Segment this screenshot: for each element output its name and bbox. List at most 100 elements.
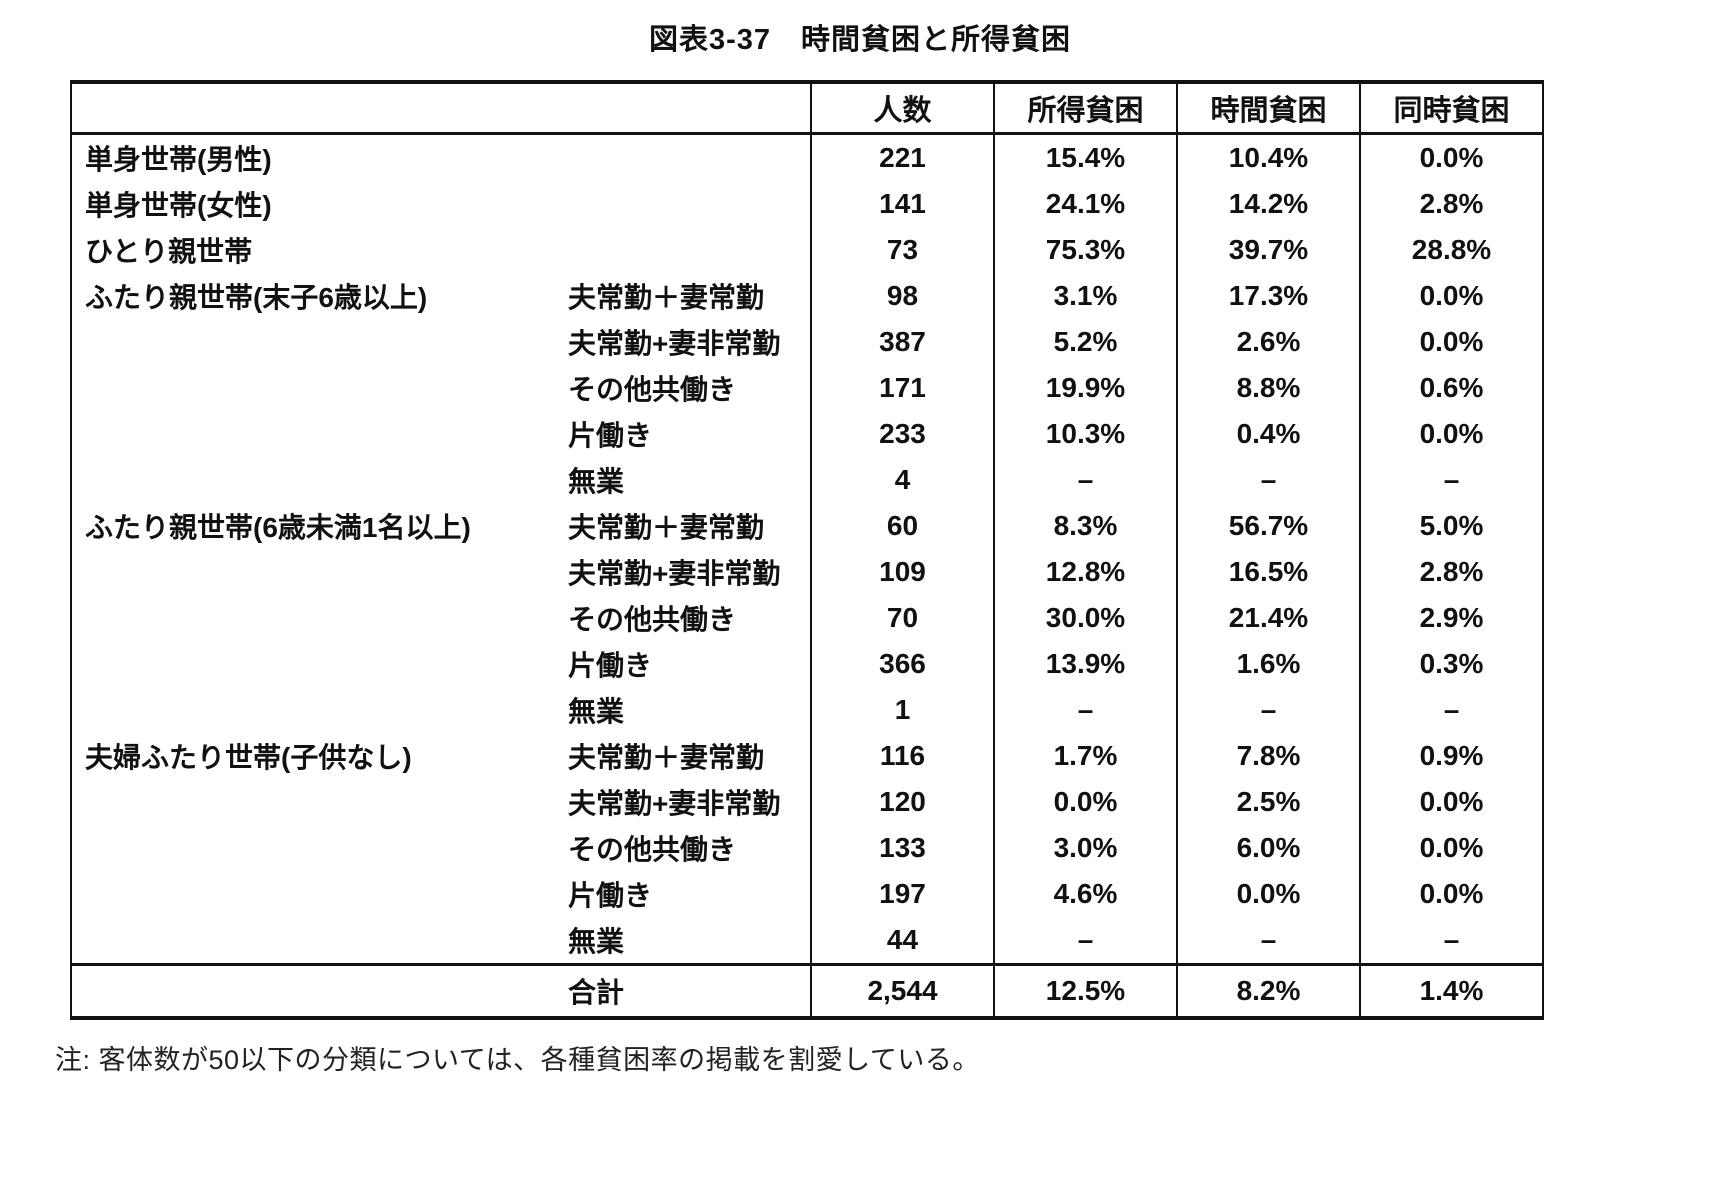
table-row: ひとり親世帯 73 75.3% 39.7% 28.8% <box>71 227 1543 273</box>
row-income-poverty: 12.8% <box>994 549 1178 595</box>
row-time-poverty: 17.3% <box>1177 273 1361 319</box>
table-row: その他共働き 70 30.0% 21.4% 2.9% <box>71 595 1543 641</box>
row-sub-label: その他共働き <box>568 825 812 871</box>
row-group-label: ふたり親世帯(末子6歳以上) <box>85 282 428 313</box>
row-count: 1 <box>811 687 995 733</box>
table-footer: 合計 2,544 12.5% 8.2% 1.4% <box>71 963 1543 1018</box>
row-sub-label: その他共働き <box>568 365 812 411</box>
table-row: その他共働き 171 19.9% 8.8% 0.6% <box>71 365 1543 411</box>
row-count: 233 <box>811 411 995 457</box>
row-time-poverty: 2.6% <box>1177 319 1361 365</box>
row-sub-label: 夫常勤+妻非常勤 <box>568 779 812 825</box>
table-row: 片働き 197 4.6% 0.0% 0.0% <box>71 871 1543 917</box>
row-both-poverty: 0.0% <box>1419 280 1484 311</box>
row-income-poverty: 30.0% <box>994 595 1178 641</box>
row-income-poverty: – <box>994 687 1178 733</box>
row-group-label: ふたり親世帯(6歳未満1名以上) <box>85 512 471 543</box>
table-row: 無業 4– – – <box>71 457 1543 503</box>
row-time-poverty: 10.4% <box>1177 133 1361 181</box>
row-time-poverty: 6.0% <box>1177 825 1361 871</box>
row-time-poverty: 0.0% <box>1177 871 1361 917</box>
total-both-poverty: 1.4% <box>1360 963 1543 1018</box>
total-row: 合計 2,544 12.5% 8.2% 1.4% <box>71 963 1543 1018</box>
table-body: 単身世帯(男性) 221 15.4% 10.4% 0.0% 単身世帯(女性) 141 24.1… <box>71 133 1543 965</box>
header-sub-label <box>568 82 812 135</box>
row-income-poverty: 19.9% <box>994 365 1178 411</box>
row-time-poverty: 21.4% <box>1177 595 1361 641</box>
table-row: 単身世帯(女性) 141 24.1% 14.2% 2.8% <box>71 181 1543 227</box>
row-income-poverty: 24.1% <box>994 181 1178 227</box>
row-both-poverty: 0.0% <box>1419 418 1484 449</box>
row-time-poverty: 8.8% <box>1177 365 1361 411</box>
figure-title: 図表3-37 時間貧困と所得貧困 <box>648 24 1072 56</box>
total-group-cell <box>71 963 568 1018</box>
row-time-poverty: – <box>1177 687 1361 733</box>
row-both-poverty: 0.0% <box>1419 142 1484 173</box>
row-count: 120 <box>811 779 995 825</box>
table-row: 単身世帯(男性) 221 15.4% 10.4% 0.0% <box>71 133 1543 181</box>
row-income-poverty: 4.6% <box>994 871 1178 917</box>
total-count: 2,544 <box>811 963 995 1018</box>
row-time-poverty: 14.2% <box>1177 181 1361 227</box>
table-row: 夫常勤+妻非常勤 120 0.0% 2.5% 0.0% <box>71 779 1543 825</box>
row-time-poverty: 0.4% <box>1177 411 1361 457</box>
row-group-label <box>71 779 568 825</box>
row-time-poverty: 2.5% <box>1177 779 1361 825</box>
row-group-label <box>71 595 568 641</box>
row-sub-label <box>568 133 812 181</box>
row-group-label <box>71 319 568 365</box>
row-sub-label: 夫常勤+妻非常勤 <box>568 319 812 365</box>
row-group-label <box>71 411 568 457</box>
row-count: 366 <box>811 641 995 687</box>
table-row: 夫常勤+妻非常勤 387 5.2% 2.6% 0.0% <box>71 319 1543 365</box>
row-both-poverty: 2.8% <box>1419 188 1484 219</box>
row-sub-label: 夫常勤＋妻常勤 <box>568 503 812 549</box>
row-sub-label: 片働き <box>568 871 812 917</box>
note-text: 注: 客体数が50以下の分類については、各種貧困率の掲載を割愛している。 <box>55 1045 980 1075</box>
header-group-label <box>71 82 568 135</box>
row-time-poverty: 16.5% <box>1177 549 1361 595</box>
row-sub-label: 片働き <box>568 641 812 687</box>
row-time-poverty: – <box>1177 457 1361 503</box>
row-time-poverty: 39.7% <box>1177 227 1361 273</box>
row-income-poverty: – <box>994 917 1178 965</box>
table-row: ふたり親世帯(末子6歳以上) 夫常勤＋妻常勤 98 3.1% 17.3% 0.0% <box>71 273 1543 319</box>
row-time-poverty: – <box>1177 917 1361 965</box>
row-income-poverty: 75.3% <box>994 227 1178 273</box>
row-income-poverty: 1.7% <box>994 733 1178 779</box>
row-both-poverty: 2.8% <box>1419 556 1484 587</box>
row-count: 221 <box>811 133 995 181</box>
header-row: 人数 所得貧困 時間貧困 同時貧困 <box>71 82 1543 135</box>
row-both-poverty: 0.3% <box>1419 648 1484 679</box>
row-both-poverty: – <box>1443 464 1460 495</box>
row-both-poverty: 0.9% <box>1419 740 1484 771</box>
row-group-label <box>71 549 568 595</box>
row-count: 70 <box>811 595 995 641</box>
row-both-poverty: – <box>1443 694 1460 725</box>
row-group-label <box>71 687 568 733</box>
total-income-poverty: 12.5% <box>994 963 1178 1018</box>
row-count: 4 <box>811 457 995 503</box>
row-count: 197 <box>811 871 995 917</box>
table-row: ふたり親世帯(6歳未満1名以上) 夫常勤＋妻常勤 60 8.3% 56.7% 5.0% <box>71 503 1543 549</box>
row-sub-label: 夫常勤＋妻常勤 <box>568 733 812 779</box>
row-time-poverty: 7.8% <box>1177 733 1361 779</box>
row-both-poverty: 2.9% <box>1419 602 1484 633</box>
table-row: その他共働き 133 3.0% 6.0% 0.0% <box>71 825 1543 871</box>
poverty-table: 人数 所得貧困 時間貧困 同時貧困 単身世帯(男性) 221 15.4% 10.4% 0… <box>70 80 1544 1020</box>
row-count: 387 <box>811 319 995 365</box>
row-count: 141 <box>811 181 995 227</box>
row-count: 116 <box>811 733 995 779</box>
table-row: 夫常勤+妻非常勤 109 12.8% 16.5% 2.8% <box>71 549 1543 595</box>
row-sub-label: 無業 <box>568 687 812 733</box>
row-sub-label: 無業 <box>568 457 812 503</box>
row-income-poverty: 5.2% <box>994 319 1178 365</box>
table-row: 片働き 366 13.9% 1.6% 0.3% <box>71 641 1543 687</box>
row-income-poverty: 8.3% <box>994 503 1178 549</box>
row-group-label <box>71 457 568 503</box>
row-time-poverty: 1.6% <box>1177 641 1361 687</box>
row-sub-label <box>568 181 812 227</box>
table-row: 片働き 233 10.3% 0.4% 0.0% <box>71 411 1543 457</box>
row-income-poverty: 0.0% <box>994 779 1178 825</box>
row-group-label <box>71 641 568 687</box>
